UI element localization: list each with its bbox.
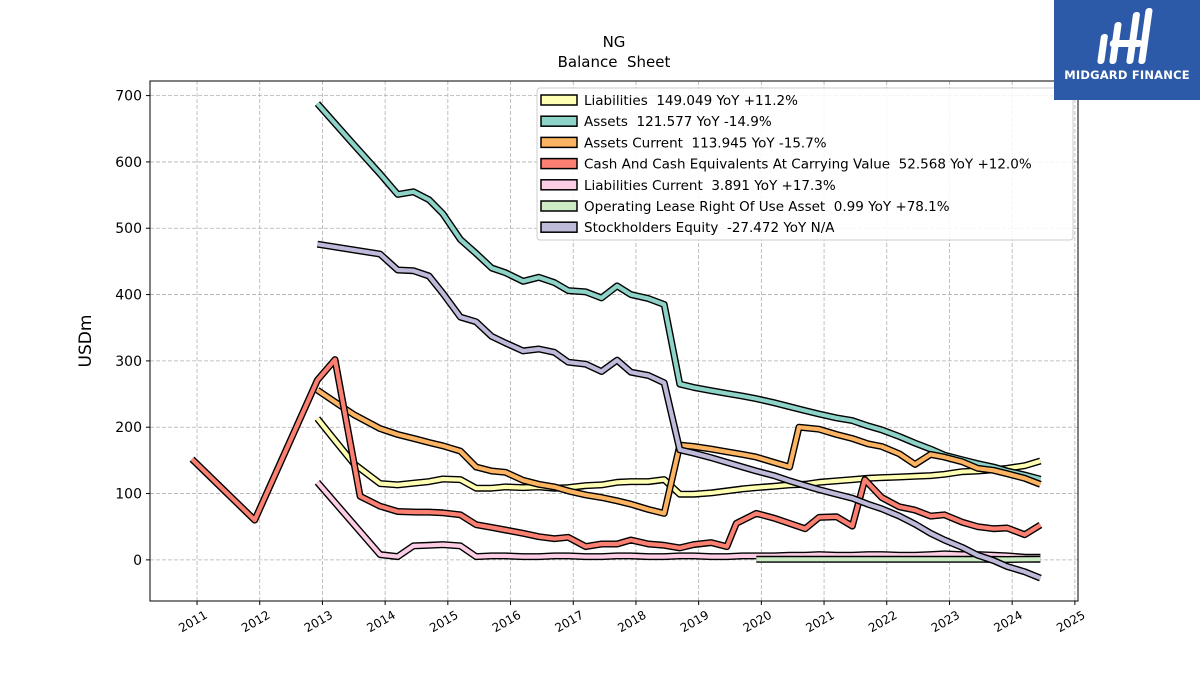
legend-item: Liabilities 149.049 YoY +11.2% (540, 93, 798, 109)
chart-title: NG (603, 33, 626, 51)
legend-item: Assets 121.577 YoY -14.9% (540, 114, 772, 130)
legend-frame (536, 87, 1074, 241)
legend-label: Cash And Cash Equivalents At Carrying Va… (584, 157, 1032, 173)
y-tick-label: 700 (115, 89, 142, 105)
legend-swatch (540, 157, 578, 170)
y-tick-label: 300 (115, 354, 142, 370)
x-tick-label: 2019 (678, 608, 711, 635)
x-tick-label: 2024 (991, 608, 1024, 635)
legend-label: Liabilities 149.049 YoY +11.2% (584, 93, 798, 109)
legend-swatch (540, 221, 578, 233)
series-3 (189, 356, 1043, 552)
midgard-finance-logo: MIDGARD FINANCE (1054, 0, 1200, 100)
legend: Liabilities 149.049 YoY +11.2% Assets 121… (536, 87, 1074, 241)
legend-swatch (540, 200, 578, 212)
legend-label: Operating Lease Right Of Use Asset 0.99 … (584, 199, 950, 215)
y-tick-label: 100 (115, 487, 142, 503)
legend-item: Assets Current 113.945 YoY -15.7% (540, 135, 827, 151)
legend-swatch (540, 115, 578, 127)
x-tick-label: 2016 (490, 608, 523, 635)
x-tick-label: 2011 (176, 608, 209, 635)
series-line (315, 102, 1041, 482)
x-tick-label: 2015 (427, 608, 460, 635)
logo-text: MIDGARD FINANCE (1064, 68, 1190, 82)
legend-swatch (540, 136, 578, 149)
x-tick-label: 2014 (364, 608, 397, 635)
series-6 (316, 240, 1042, 582)
series-2 (315, 387, 1042, 517)
y-tick-label: 600 (115, 155, 142, 171)
legend-item: Cash And Cash Equivalents At Carrying Va… (540, 157, 1032, 173)
x-tick-label: 2022 (866, 608, 899, 635)
series-line (315, 480, 1041, 560)
legend-item: Stockholders Equity -27.472 YoY N/A (540, 220, 835, 236)
x-tick-label: 2018 (615, 608, 648, 635)
y-tick-label: 200 (115, 420, 142, 436)
series-line (315, 417, 1042, 497)
legend-label: Stockholders Equity -27.472 YoY N/A (584, 220, 835, 236)
legend-label: Assets 121.577 YoY -14.9% (584, 114, 772, 130)
y-tick-label: 0 (133, 553, 142, 569)
x-tick-label: 2017 (553, 608, 586, 635)
series-line (190, 357, 1042, 550)
x-tick-label: 2023 (929, 608, 962, 635)
chart-subtitle: Balance Sheet (558, 53, 671, 71)
legend-label: Assets Current 113.945 YoY -15.7% (584, 135, 827, 151)
legend-swatch (540, 179, 578, 191)
x-tick-label: 2025 (1054, 608, 1087, 635)
x-tick-label: 2021 (803, 608, 836, 635)
x-tick-label: 2020 (741, 608, 774, 635)
series-1 (314, 101, 1042, 483)
x-tick-label: 2012 (239, 608, 272, 635)
y-tick-label: 400 (115, 288, 142, 304)
series-4 (314, 480, 1041, 561)
logo-mark-icon (1097, 8, 1153, 64)
series-0 (314, 416, 1042, 498)
series-line (317, 242, 1042, 581)
legend-swatch (540, 94, 578, 106)
legend-label: Liabilities Current 3.891 YoY +17.3% (584, 178, 836, 194)
series-lines (189, 101, 1043, 582)
y-tick-label: 500 (115, 221, 142, 237)
y-axis-label: USDm (76, 315, 96, 368)
legend-item: Operating Lease Right Of Use Asset 0.99 … (540, 199, 950, 215)
plot-frame (149, 80, 1079, 602)
legend-item: Liabilities Current 3.891 YoY +17.3% (540, 178, 836, 194)
series-line (316, 388, 1042, 516)
x-tick-label: 2013 (302, 608, 335, 635)
